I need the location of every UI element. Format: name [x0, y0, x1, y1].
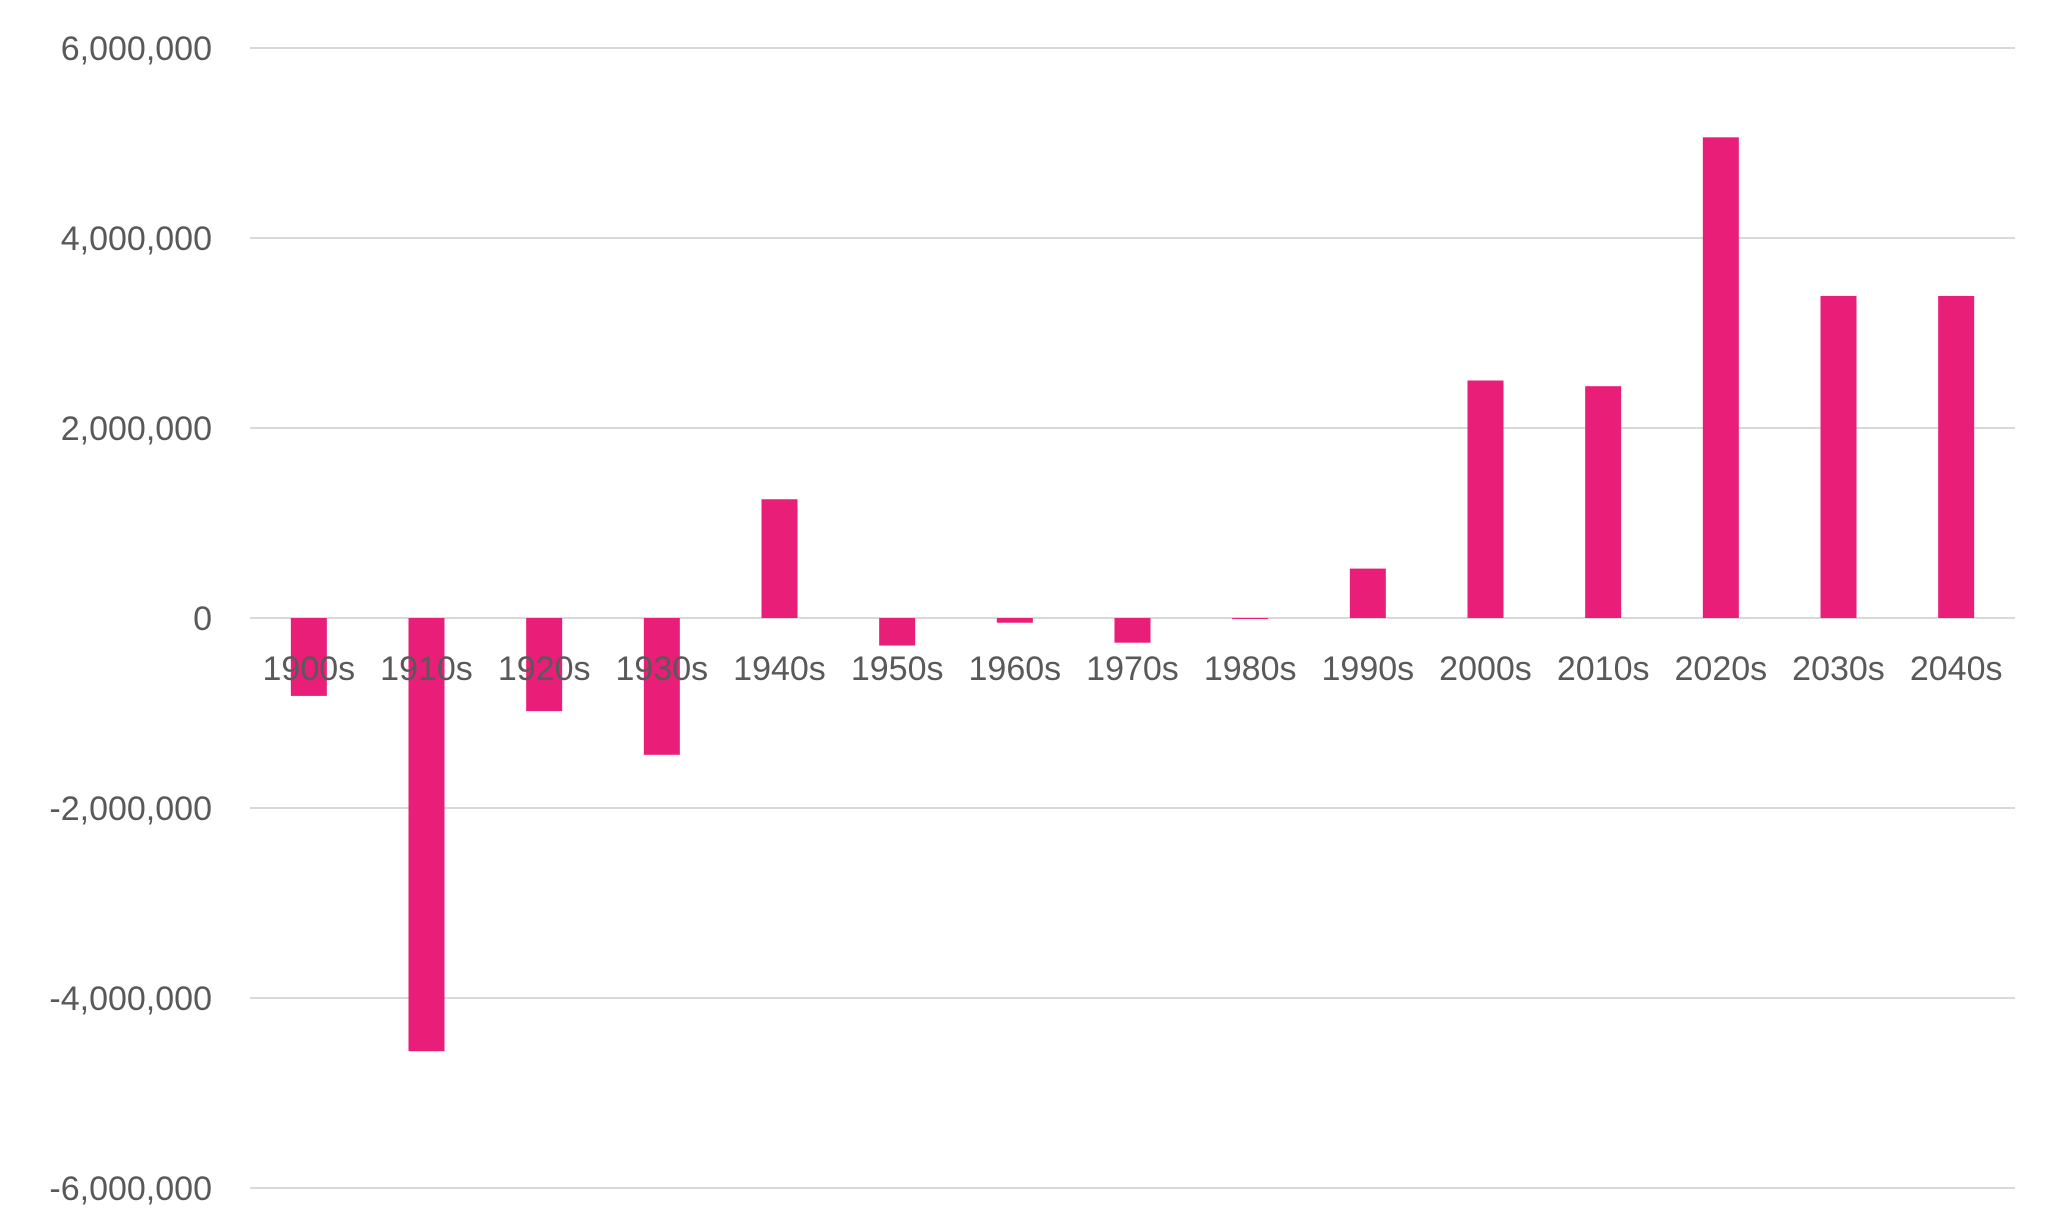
y-tick-label: 2,000,000 [61, 410, 212, 448]
bar-2000s [1467, 380, 1504, 618]
x-tick-label: 1970s [1086, 650, 1179, 688]
x-tick-label: 1920s [498, 650, 591, 688]
bar-1990s [1349, 568, 1386, 618]
x-tick-label: 2030s [1792, 650, 1885, 688]
bar-1960s [996, 618, 1033, 623]
bar-2040s [1938, 295, 1975, 618]
bar-2020s [1702, 137, 1739, 619]
x-tick-label: 2020s [1675, 650, 1768, 688]
x-tick-label: 1910s [380, 650, 473, 688]
bar-1930s [643, 618, 680, 755]
x-tick-label: 1900s [263, 650, 356, 688]
bars [290, 137, 1975, 1052]
bar-1920s [526, 618, 563, 712]
bar-1980s [1232, 618, 1269, 619]
x-tick-label: 1980s [1204, 650, 1297, 688]
y-tick-label: 6,000,000 [61, 30, 212, 68]
y-tick-label: -4,000,000 [49, 980, 212, 1018]
y-tick-label: 0 [193, 600, 212, 638]
x-tick-label: 1940s [733, 650, 826, 688]
bar-2010s [1585, 386, 1622, 618]
y-tick-label: -6,000,000 [49, 1170, 212, 1208]
x-tick-label: 2040s [1910, 650, 2003, 688]
y-axis-tick-labels: 6,000,000 4,000,000 2,000,000 0 -2,000,000 -4… [49, 30, 212, 1208]
x-tick-label: 1960s [969, 650, 1062, 688]
x-axis-tick-labels: 1900s 1910s 1920s 1930s 1940s 1950s 1960s 1970s… [263, 650, 2003, 688]
x-tick-label: 2000s [1439, 650, 1532, 688]
x-tick-label: 1930s [616, 650, 709, 688]
x-tick-label: 1950s [851, 650, 944, 688]
bar-1900s [290, 618, 327, 696]
bar-1970s [1114, 618, 1151, 643]
x-tick-label: 2010s [1557, 650, 1650, 688]
bar-2030s [1820, 295, 1857, 618]
y-tick-label: -2,000,000 [49, 790, 212, 828]
bar-1950s [879, 618, 916, 646]
x-tick-label: 1990s [1322, 650, 1415, 688]
y-tick-label: 4,000,000 [61, 220, 212, 258]
bar-1910s [408, 618, 445, 1052]
bar-1940s [761, 499, 798, 618]
